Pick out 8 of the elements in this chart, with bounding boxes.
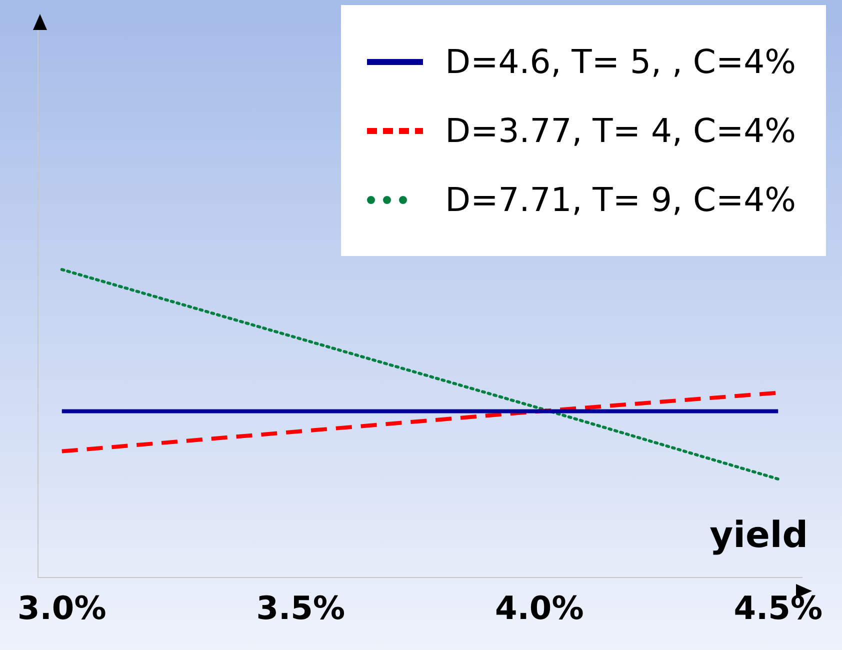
legend-label: D=7.71, T= 9, C=4% bbox=[445, 180, 796, 219]
x-tick-label: 3.0% bbox=[18, 589, 106, 628]
x-tick-label: 4.0% bbox=[495, 589, 584, 628]
legend-label: D=3.77, T= 4, C=4% bbox=[445, 111, 796, 150]
x-tick-label: 3.5% bbox=[256, 589, 345, 628]
x-tick-label: 4.5% bbox=[734, 589, 822, 628]
legend-label: D=4.6, T= 5, , C=4% bbox=[445, 42, 796, 81]
x-axis-title: yield bbox=[710, 514, 808, 556]
